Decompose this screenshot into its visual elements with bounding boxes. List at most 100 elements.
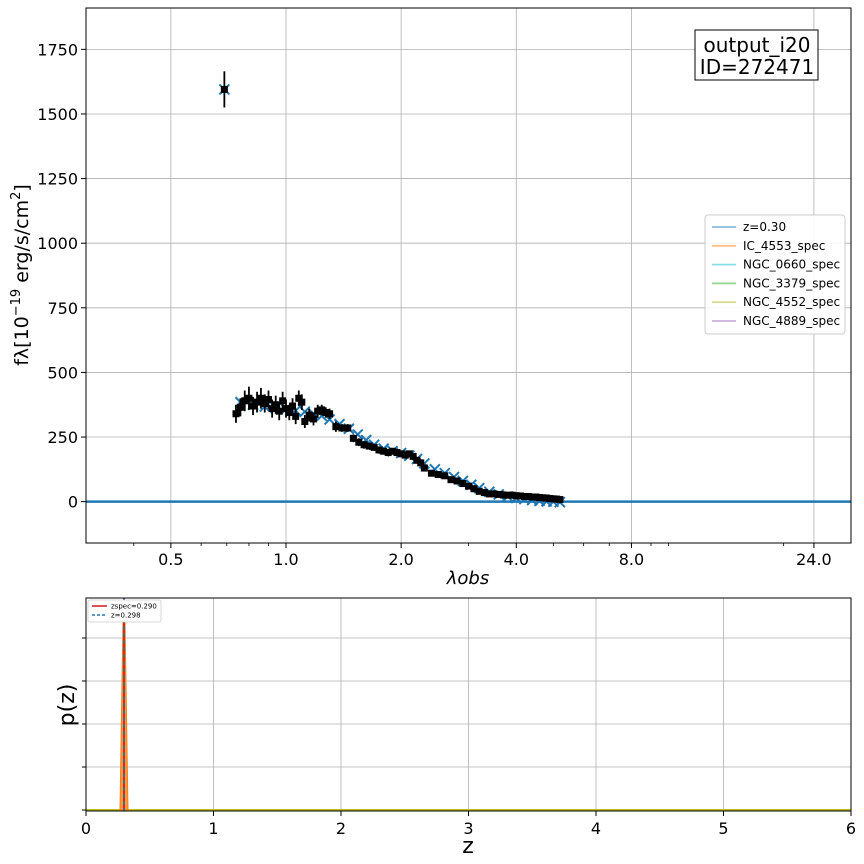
pz-x-tick-label: 6 [846,819,856,838]
sed-x-tick-label: 4.0 [504,550,529,569]
observed-point [405,450,413,458]
observed-point [249,396,257,416]
observed-point [417,459,425,467]
observed-point [301,415,309,428]
sed-y-axis-label: fλ[10−19 erg/s/cm2] [9,184,33,366]
sed-legend-entry: NGC_4552_spec [712,295,840,309]
observed-point [528,493,536,501]
observed-point [413,456,421,464]
pz-y-ticks [82,637,86,811]
ylabel-part-1: fλ[10 [11,316,33,366]
sed-legend-label: z=0.30 [743,220,786,234]
pz-y-axis-label: p(z) [55,684,80,727]
observed-point [264,390,272,409]
pz-x-tick-label: 5 [718,819,728,838]
pz-x-axis-label: z [462,834,474,859]
sed-legend-label: IC_4553_spec [743,239,825,253]
observed-point [480,489,488,497]
observed-point [314,404,322,418]
observed-point [338,424,346,432]
observed-point [220,71,228,108]
sed-x-axis-label-text: λobs [446,568,489,589]
observed-point [289,398,297,414]
sed-y-tick-label: 250 [47,428,78,447]
sed-x-ticks: 0.5 1.0 2.0 4.0 8.0 24.0 [133,543,832,569]
sed-y-tick-label: 1000 [37,234,78,253]
sed-x-tick-label: 0.5 [158,550,183,569]
observed-point [344,424,352,432]
sed-annotation: output_i20 ID=272471 [694,29,819,81]
sed-y-tick-label: 1750 [37,40,78,59]
pz-x-tick-label: 4 [591,819,601,838]
sed-y-tick-label: 1500 [37,105,78,124]
pz-x-tick-label: 2 [336,819,346,838]
observed-point [512,492,520,500]
observed-point [409,452,417,460]
annotation-box [694,29,819,81]
observed-point [261,394,269,413]
observed-point [241,390,249,412]
observed-point [245,386,253,410]
observed-point [420,464,428,472]
observed-point [384,449,392,457]
sed-legend-entry: IC_4553_spec [712,239,825,253]
pz-legend-entry: zspec=0.290 [92,603,157,611]
observed-point [360,440,368,449]
annotation-line-2: ID=272471 [700,55,814,79]
observed-point [232,404,240,423]
observed-point [508,491,516,499]
observed-point [536,494,544,502]
sed-marks [86,71,851,508]
observed-point [520,492,528,500]
observed-point [326,408,334,419]
pz-axes-frame [85,597,852,812]
observed-point [490,490,498,498]
sed-legend-entry: NGC_4889_spec [712,314,840,328]
observed-point [309,412,317,426]
sed-y-ticks: 0 250 500 750 1000 1250 1500 1750 [37,40,86,512]
pz-x-ticks: 0 1 2 3 4 5 6 [81,811,856,838]
observed-point [516,492,524,500]
sed-legend-label: NGC_3379_spec [743,276,840,290]
observed-point [332,421,340,432]
sed-legend-entry: NGC_0660_spec [712,258,840,272]
ylabel-part-2: erg/s/cm [11,200,33,289]
observed-point [556,496,564,504]
observed-point [499,491,507,499]
annotation-line-1: output_i20 [704,33,811,57]
sed-legend-entry: NGC_3379_spec [712,276,840,290]
pz-x-tick-label: 0 [81,819,91,838]
sed-x-axis-label: λobs [446,568,489,589]
observed-point [365,442,373,450]
observed-point [465,482,472,490]
observed-point [427,469,435,477]
ylabel-part-3: ] [11,184,33,191]
sed-y-tick-label: 1250 [37,170,78,189]
sed-legend-label: NGC_4889_spec [743,314,840,328]
observed-point [524,492,532,500]
pz-x-tick-label: 3 [463,819,473,838]
observed-point [370,443,378,451]
observed-point [389,447,397,455]
pz-x-tick-label: 1 [208,819,218,838]
sed-y-tick-label: 750 [47,299,78,318]
sed-y-tick-label: 500 [47,363,78,382]
observed-point [470,485,478,493]
observed-point [305,408,313,422]
observed-point [504,491,512,499]
sed-x-tick-label: 8.0 [619,550,644,569]
pz-legend-label: z=0.298 [111,612,141,620]
observed-point [441,472,449,480]
observed-point [475,487,483,495]
observed-point [447,476,455,484]
pz-legend-entry: z=0.298 [92,612,141,620]
observed-point [401,451,409,459]
sed-x-tick-label: 24.0 [796,550,832,569]
observed-point [349,434,357,443]
observed-point [275,402,283,421]
observed-point [257,387,265,409]
observed-point [375,446,383,454]
observed-point [532,493,540,501]
pz-legend-label: zspec=0.290 [111,603,157,611]
